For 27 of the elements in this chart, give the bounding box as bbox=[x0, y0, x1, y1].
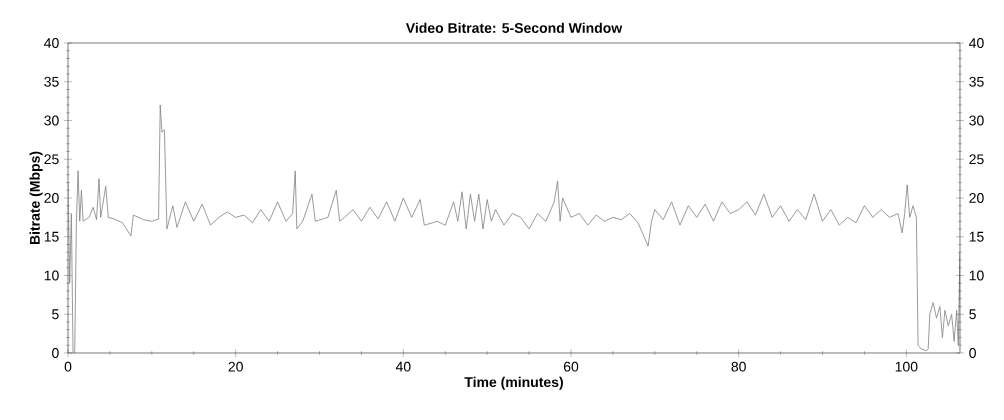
x-tick-label: 0 bbox=[64, 361, 72, 372]
y-tick-label: 0 bbox=[52, 348, 59, 358]
y-axis-title: Bitrate (Mbps) bbox=[29, 151, 43, 245]
y-tick-label: 20 bbox=[44, 193, 59, 203]
y2-tick-label: 20 bbox=[969, 193, 984, 203]
y2-tick-label: 35 bbox=[969, 76, 984, 87]
x-tick-label: 60 bbox=[563, 361, 579, 372]
y-tick-label: 40 bbox=[44, 38, 59, 48]
y-tick-label: 30 bbox=[44, 115, 59, 126]
chart-title: Video Bitrate: 5-Second Window bbox=[405, 22, 623, 33]
y-tick-label: 35 bbox=[44, 76, 59, 87]
y2-tick-label: 40 bbox=[969, 38, 984, 48]
y2-tick-label: 30 bbox=[969, 115, 984, 126]
y2-tick-label: 0 bbox=[969, 348, 976, 358]
x-tick-label: 100 bbox=[895, 361, 918, 372]
y2-tick-label: 15 bbox=[969, 231, 984, 242]
y-tick-label: 5 bbox=[52, 309, 59, 320]
x-tick-label: 20 bbox=[228, 361, 243, 372]
x-axis-title: Time (minutes) bbox=[464, 376, 563, 390]
x-tick-label: 40 bbox=[395, 361, 411, 372]
x-tick-label: 80 bbox=[731, 361, 746, 372]
y-tick-label: 10 bbox=[44, 270, 59, 281]
y2-tick-label: 25 bbox=[969, 154, 984, 165]
y2-tick-label: 5 bbox=[969, 309, 976, 320]
y-tick-label: 25 bbox=[44, 154, 59, 165]
y2-tick-label: 10 bbox=[969, 270, 984, 281]
y-tick-label: 15 bbox=[44, 231, 59, 242]
